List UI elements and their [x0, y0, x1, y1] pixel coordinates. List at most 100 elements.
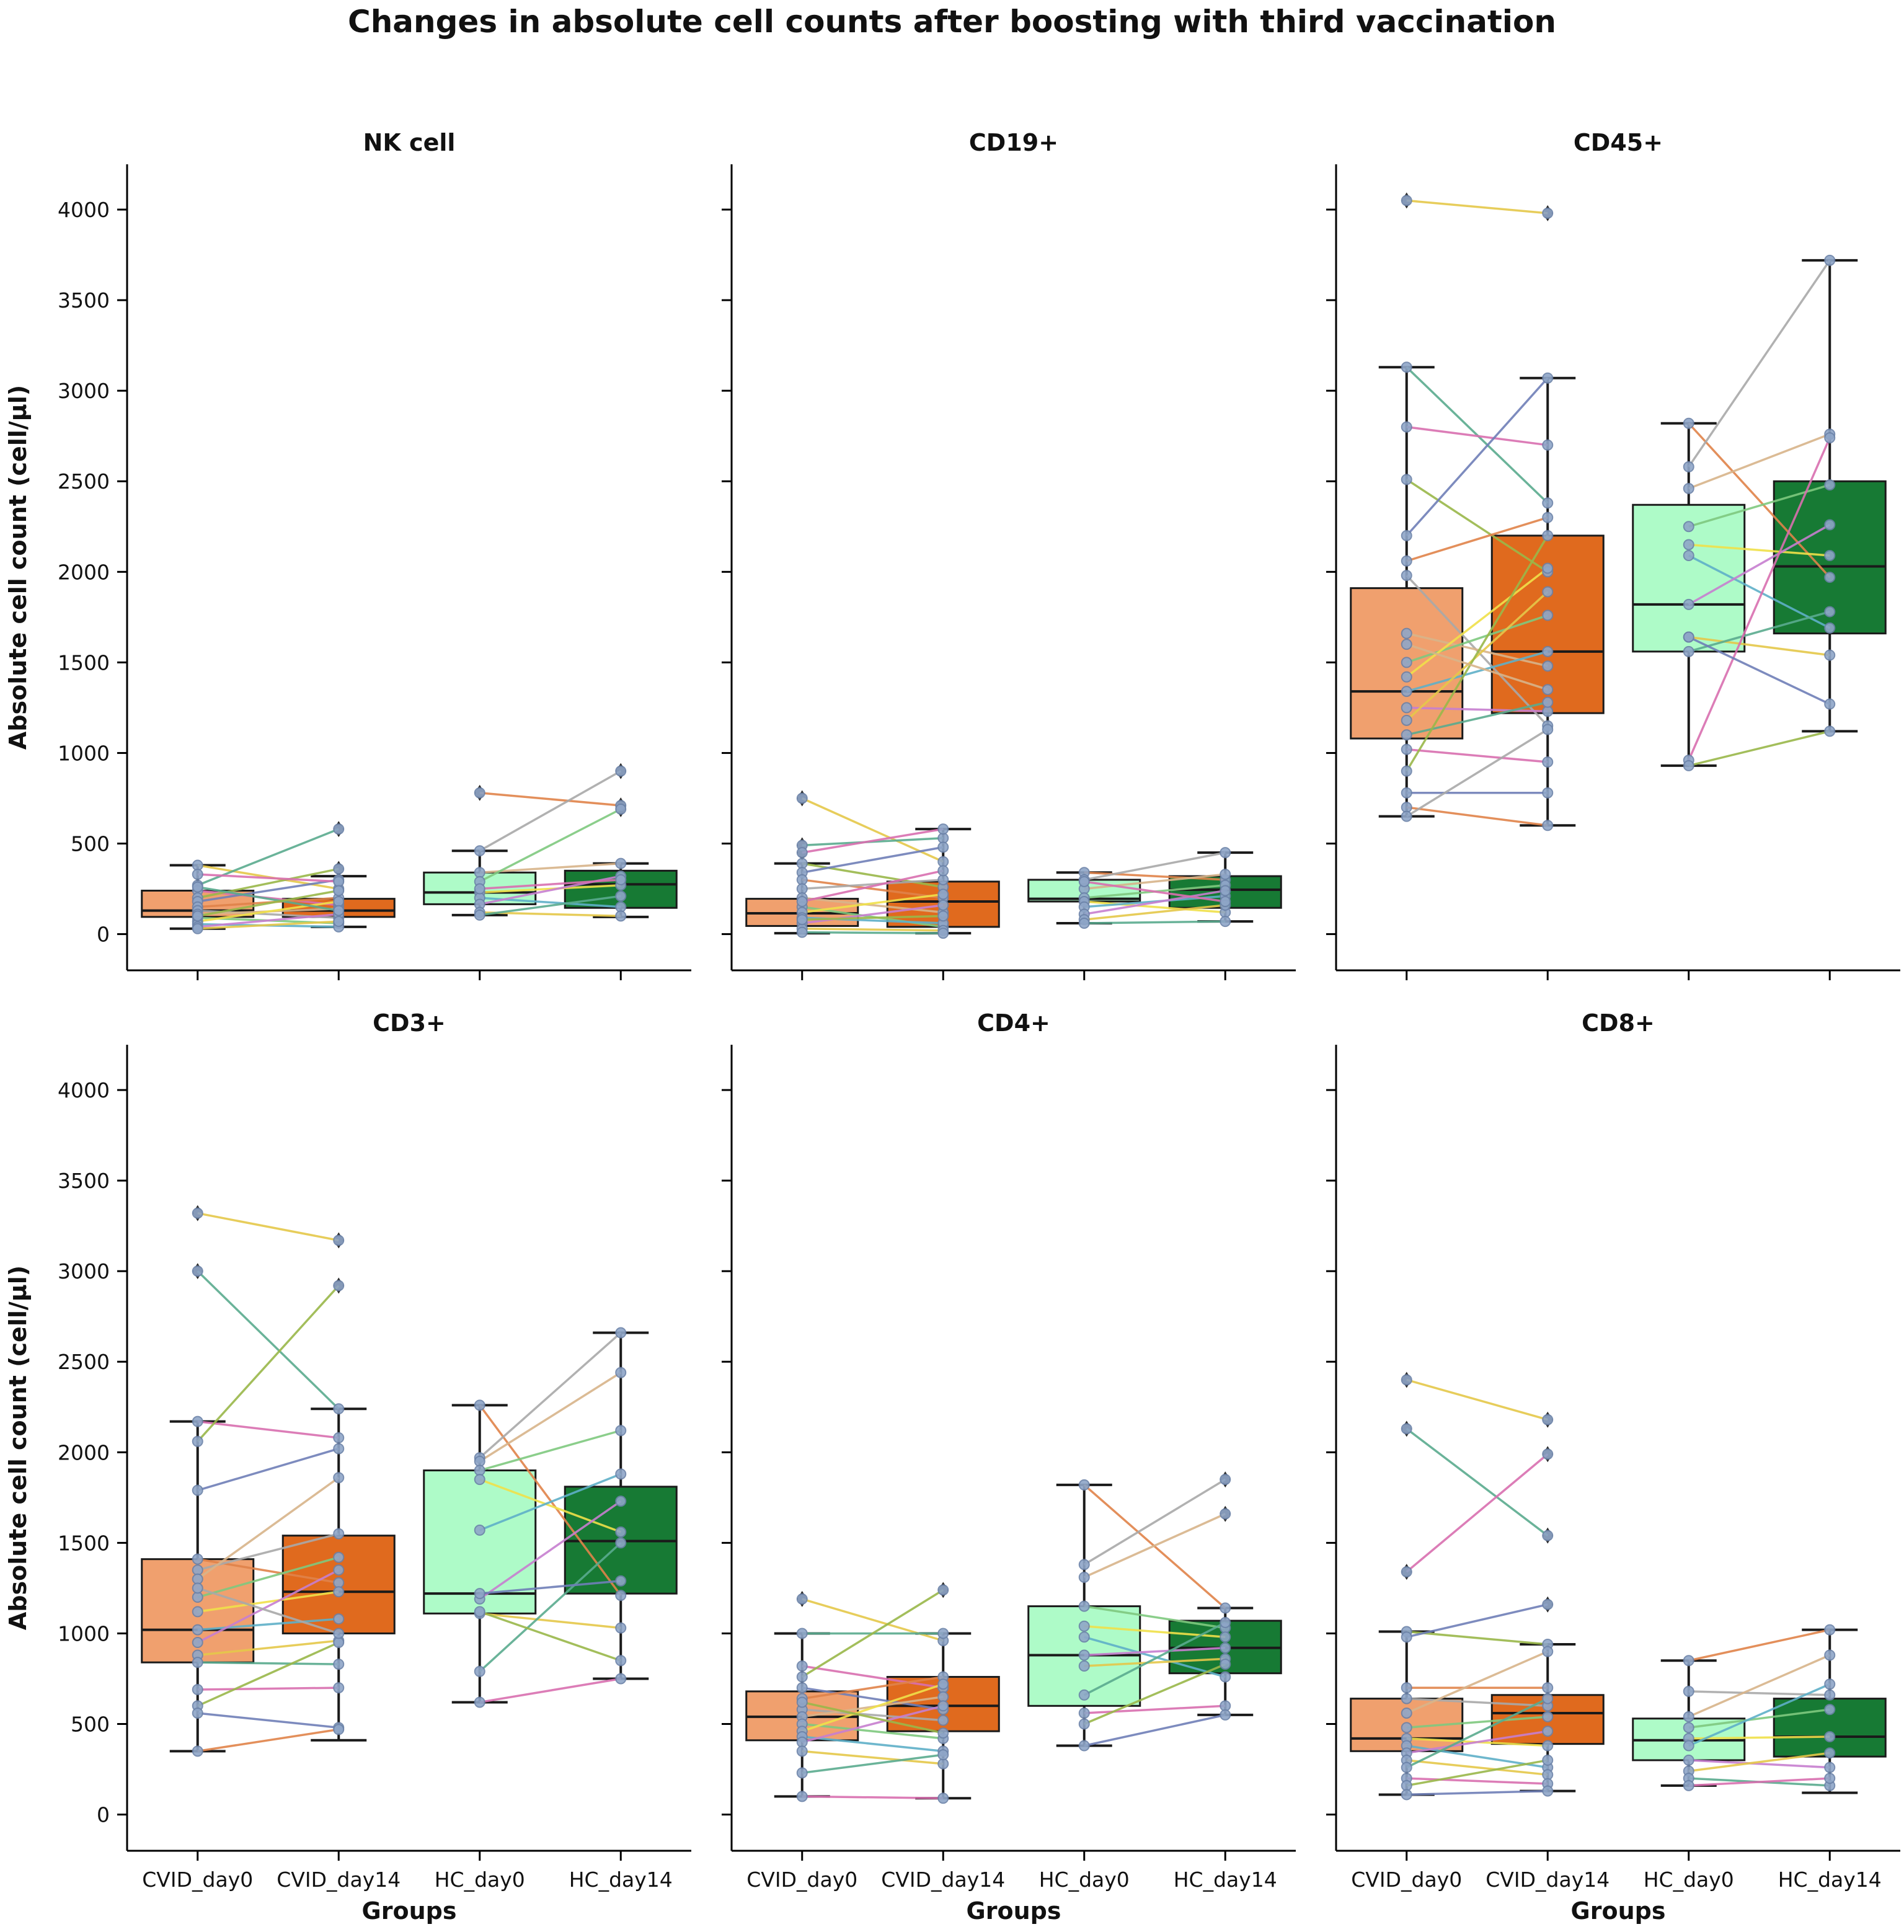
data-point	[1401, 1693, 1412, 1704]
data-point	[192, 1624, 203, 1636]
pair-line-hc	[1084, 1636, 1226, 1678]
pair-line-hc	[1688, 1759, 1830, 1769]
data-point	[192, 1745, 203, 1757]
data-point	[474, 1606, 485, 1618]
data-point	[1401, 570, 1412, 582]
data-point	[1824, 725, 1836, 737]
data-point	[1401, 1631, 1412, 1643]
pair-line-hc	[479, 1677, 621, 1704]
data-point	[333, 1628, 345, 1639]
data-point	[1824, 1689, 1836, 1701]
pair-line-cvid	[1406, 614, 1548, 664]
pair-line-hc	[479, 1500, 622, 1600]
pair-line-cvid	[197, 1556, 339, 1598]
x-tick-label: CVID_day0	[1351, 1868, 1462, 1892]
data-point	[1683, 482, 1694, 494]
data-point	[192, 1435, 203, 1447]
data-point	[1542, 530, 1554, 541]
data-point	[192, 859, 203, 871]
pair-line-hc	[479, 1429, 621, 1472]
pair-line-cvid	[1406, 1759, 1548, 1787]
data-point	[1824, 1649, 1836, 1661]
data-point	[615, 1575, 627, 1587]
x-axis-label: Groups	[967, 1897, 1061, 1925]
data-point	[1220, 1508, 1231, 1520]
data-point	[1542, 1785, 1554, 1797]
data-point	[192, 1416, 203, 1427]
data-point	[1824, 649, 1836, 661]
panel-title: NK cell	[363, 129, 456, 156]
data-point	[1078, 1600, 1090, 1612]
pair-line-cvid	[802, 1665, 944, 1689]
pair-line-hc	[1084, 1605, 1226, 1629]
data-point	[333, 895, 345, 907]
pair-line-cvid	[197, 1590, 339, 1613]
data-point	[1683, 521, 1694, 533]
pair-line-hc	[479, 862, 621, 874]
data-point	[192, 869, 203, 880]
data-point	[1542, 1414, 1554, 1425]
pair-line-hc	[479, 1478, 621, 1533]
pair-line-hc	[1084, 851, 1226, 881]
data-point	[615, 1425, 627, 1437]
pair-line-hc	[479, 770, 622, 852]
pair-line-cvid	[197, 1661, 339, 1665]
pair-line-hc	[1084, 880, 1226, 903]
pair-line-cvid	[1406, 643, 1548, 691]
pair-line-hc	[1084, 920, 1226, 924]
pair-line-cvid	[1406, 1777, 1548, 1785]
x-tick-label: HC_day0	[1644, 1868, 1734, 1892]
data-point	[937, 899, 949, 911]
data-point	[1401, 743, 1412, 755]
data-point	[1542, 1693, 1554, 1704]
pair-line-cvid	[1406, 1698, 1549, 1769]
data-point	[1542, 1740, 1554, 1752]
pair-line-cvid	[197, 1587, 339, 1635]
data-point	[1542, 1769, 1554, 1781]
data-point	[474, 909, 485, 921]
data-point	[1078, 1479, 1090, 1491]
data-point	[1824, 1730, 1836, 1742]
pair-line-cvid	[802, 1683, 944, 1732]
data-point	[1401, 729, 1412, 741]
data-point	[1401, 1722, 1412, 1734]
data-point	[1401, 1374, 1412, 1386]
data-point	[333, 1682, 345, 1694]
data-point	[333, 1564, 345, 1576]
pair-line-hc	[1688, 433, 1830, 490]
pair-line-hc	[1688, 523, 1831, 606]
data-point	[192, 881, 203, 893]
data-point	[937, 874, 949, 885]
data-point	[1824, 1678, 1836, 1690]
y-tick-label: 500	[71, 832, 110, 856]
data-point	[1401, 530, 1412, 541]
data-point	[1078, 1620, 1090, 1632]
data-point	[333, 905, 345, 916]
data-point	[1401, 686, 1412, 698]
data-point	[1683, 1655, 1694, 1667]
data-point	[1220, 869, 1231, 880]
data-point	[1078, 1707, 1090, 1719]
data-point	[1401, 639, 1412, 650]
pair-line-cvid	[1406, 1427, 1549, 1537]
pair-line-cvid	[197, 1686, 339, 1691]
data-point	[1542, 1726, 1554, 1737]
pair-line-hc	[479, 1371, 622, 1463]
pair-line-cvid	[1406, 478, 1549, 573]
data-point	[796, 1745, 808, 1757]
data-point	[1078, 1559, 1090, 1571]
data-point	[1542, 724, 1554, 735]
data-point	[333, 1234, 345, 1246]
pair-line-cvid	[802, 897, 944, 914]
data-point	[1824, 606, 1836, 618]
data-point	[1078, 1660, 1090, 1672]
pair-line-cvid	[801, 1589, 944, 1678]
pair-line-cvid	[1406, 1651, 1548, 1714]
data-point	[1401, 421, 1412, 433]
data-point	[796, 847, 808, 859]
data-point	[937, 1691, 949, 1703]
pair-line-hc	[1084, 900, 1226, 914]
data-point	[1683, 631, 1694, 643]
pair-line-cvid	[802, 1735, 944, 1753]
data-point	[1401, 787, 1412, 799]
